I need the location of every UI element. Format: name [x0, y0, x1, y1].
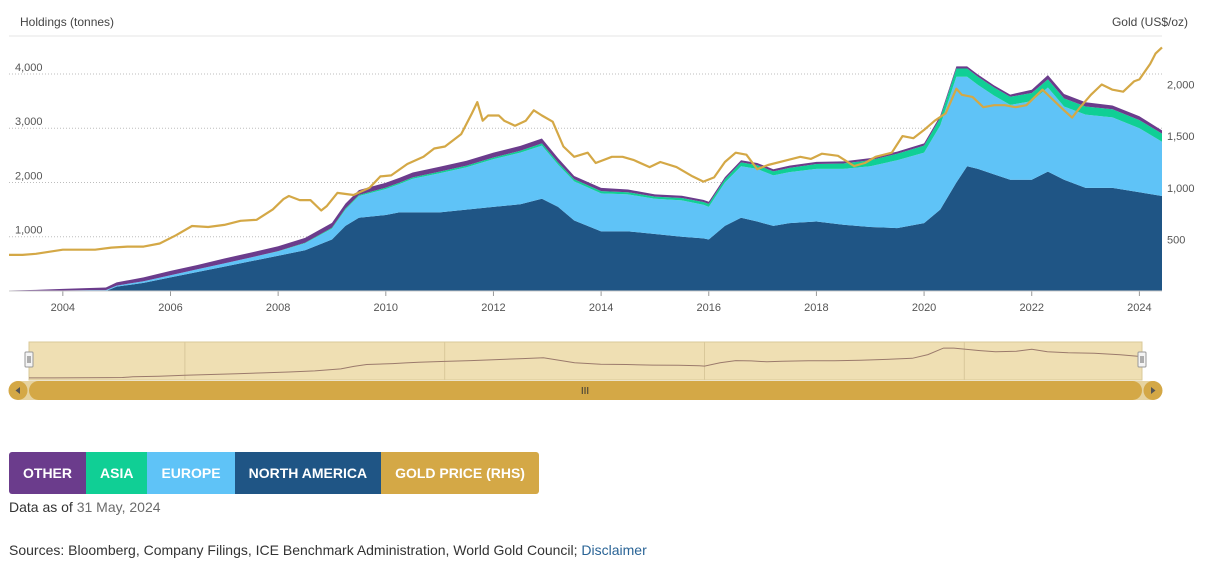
scrollbar-grip: III: [581, 386, 589, 397]
x-tick: 2014: [589, 302, 613, 314]
legend-item-other[interactable]: OTHER: [9, 452, 86, 494]
legend-item-europe[interactable]: EUROPE: [147, 452, 235, 494]
area-north-america: [9, 166, 1162, 291]
legend-label: ASIA: [100, 465, 134, 481]
y-left-axis-title: Holdings (tonnes): [20, 15, 114, 29]
x-tick: 2020: [912, 302, 936, 314]
x-tick: 2010: [374, 302, 398, 314]
scrollbar-thumb[interactable]: [29, 381, 1142, 400]
area-europe: [9, 76, 1162, 291]
y-left-tick: 4,000: [15, 62, 43, 74]
y-right-tick: 1,000: [1167, 183, 1195, 195]
x-tick: 2018: [804, 302, 828, 314]
x-tick: 2012: [481, 302, 505, 314]
legend-item-north-america[interactable]: NORTH AMERICA: [234, 452, 382, 494]
legend-label: OTHER: [23, 465, 72, 481]
y-right-tick: 500: [1167, 234, 1185, 246]
triangle-left-icon: [15, 387, 20, 394]
x-tick: 2006: [158, 302, 182, 314]
gold-etf-holdings-chart: Holdings (tonnes) Gold (US$/oz) 1,000 2,0…: [8, 15, 1195, 400]
y-right-axis-title: Gold (US$/oz): [1112, 15, 1188, 29]
sources-text: Sources: Bloomberg, Company Filings, ICE…: [9, 542, 578, 558]
scroll-left-button[interactable]: [8, 381, 28, 400]
navigator-grid: [184, 342, 965, 380]
y-left-tick: 1,000: [15, 225, 43, 237]
x-tick: 2022: [1019, 302, 1043, 314]
y-right-tick: 1,500: [1167, 131, 1195, 143]
x-tick: 2008: [266, 302, 290, 314]
navigator-right-handle[interactable]: [1137, 351, 1147, 368]
grip-icon[interactable]: [24, 351, 34, 368]
legend-label: NORTH AMERICA: [248, 465, 368, 481]
disclaimer-link[interactable]: Disclaimer: [581, 542, 647, 558]
x-tick: 2024: [1127, 302, 1151, 314]
y-left-tick: 3,000: [15, 116, 43, 128]
y-left-tick: 2,000: [15, 170, 43, 182]
navigator-track[interactable]: [28, 341, 1143, 381]
legend-item-gold-price[interactable]: GOLD PRICE (RHS): [381, 452, 539, 494]
navigator-series-line: [29, 347, 1143, 379]
y-right-tick: 2,000: [1167, 80, 1195, 92]
triangle-right-icon: [1151, 387, 1156, 394]
data-as-of-label: Data as of: [9, 499, 73, 515]
data-as-of: Data as of 31 May, 2024: [9, 499, 161, 515]
legend-item-asia[interactable]: ASIA: [86, 452, 148, 494]
navigator-left-handle[interactable]: [24, 351, 34, 368]
sources-note: Sources: Bloomberg, Company Filings, ICE…: [9, 542, 647, 558]
grip-icon[interactable]: [1137, 351, 1147, 368]
scroll-right-button[interactable]: [1143, 381, 1163, 400]
chart-legend: OTHER ASIA EUROPE NORTH AMERICA GOLD PRI…: [9, 452, 539, 494]
range-navigator[interactable]: III: [8, 341, 1163, 400]
x-tick: 2016: [697, 302, 721, 314]
stacked-area-series: [9, 66, 1162, 291]
gold-price-line: [9, 46, 1163, 256]
x-tick: 2004: [51, 302, 75, 314]
legend-label: EUROPE: [161, 465, 221, 481]
legend-label: GOLD PRICE (RHS): [395, 465, 525, 481]
gold-price-series: [9, 46, 1163, 256]
axis-ticks: 1,000 2,000 3,000 4,000 500 1,000 1,500 2,000 20…: [9, 62, 1195, 314]
data-as-of-date: 31 May, 2024: [76, 499, 161, 515]
